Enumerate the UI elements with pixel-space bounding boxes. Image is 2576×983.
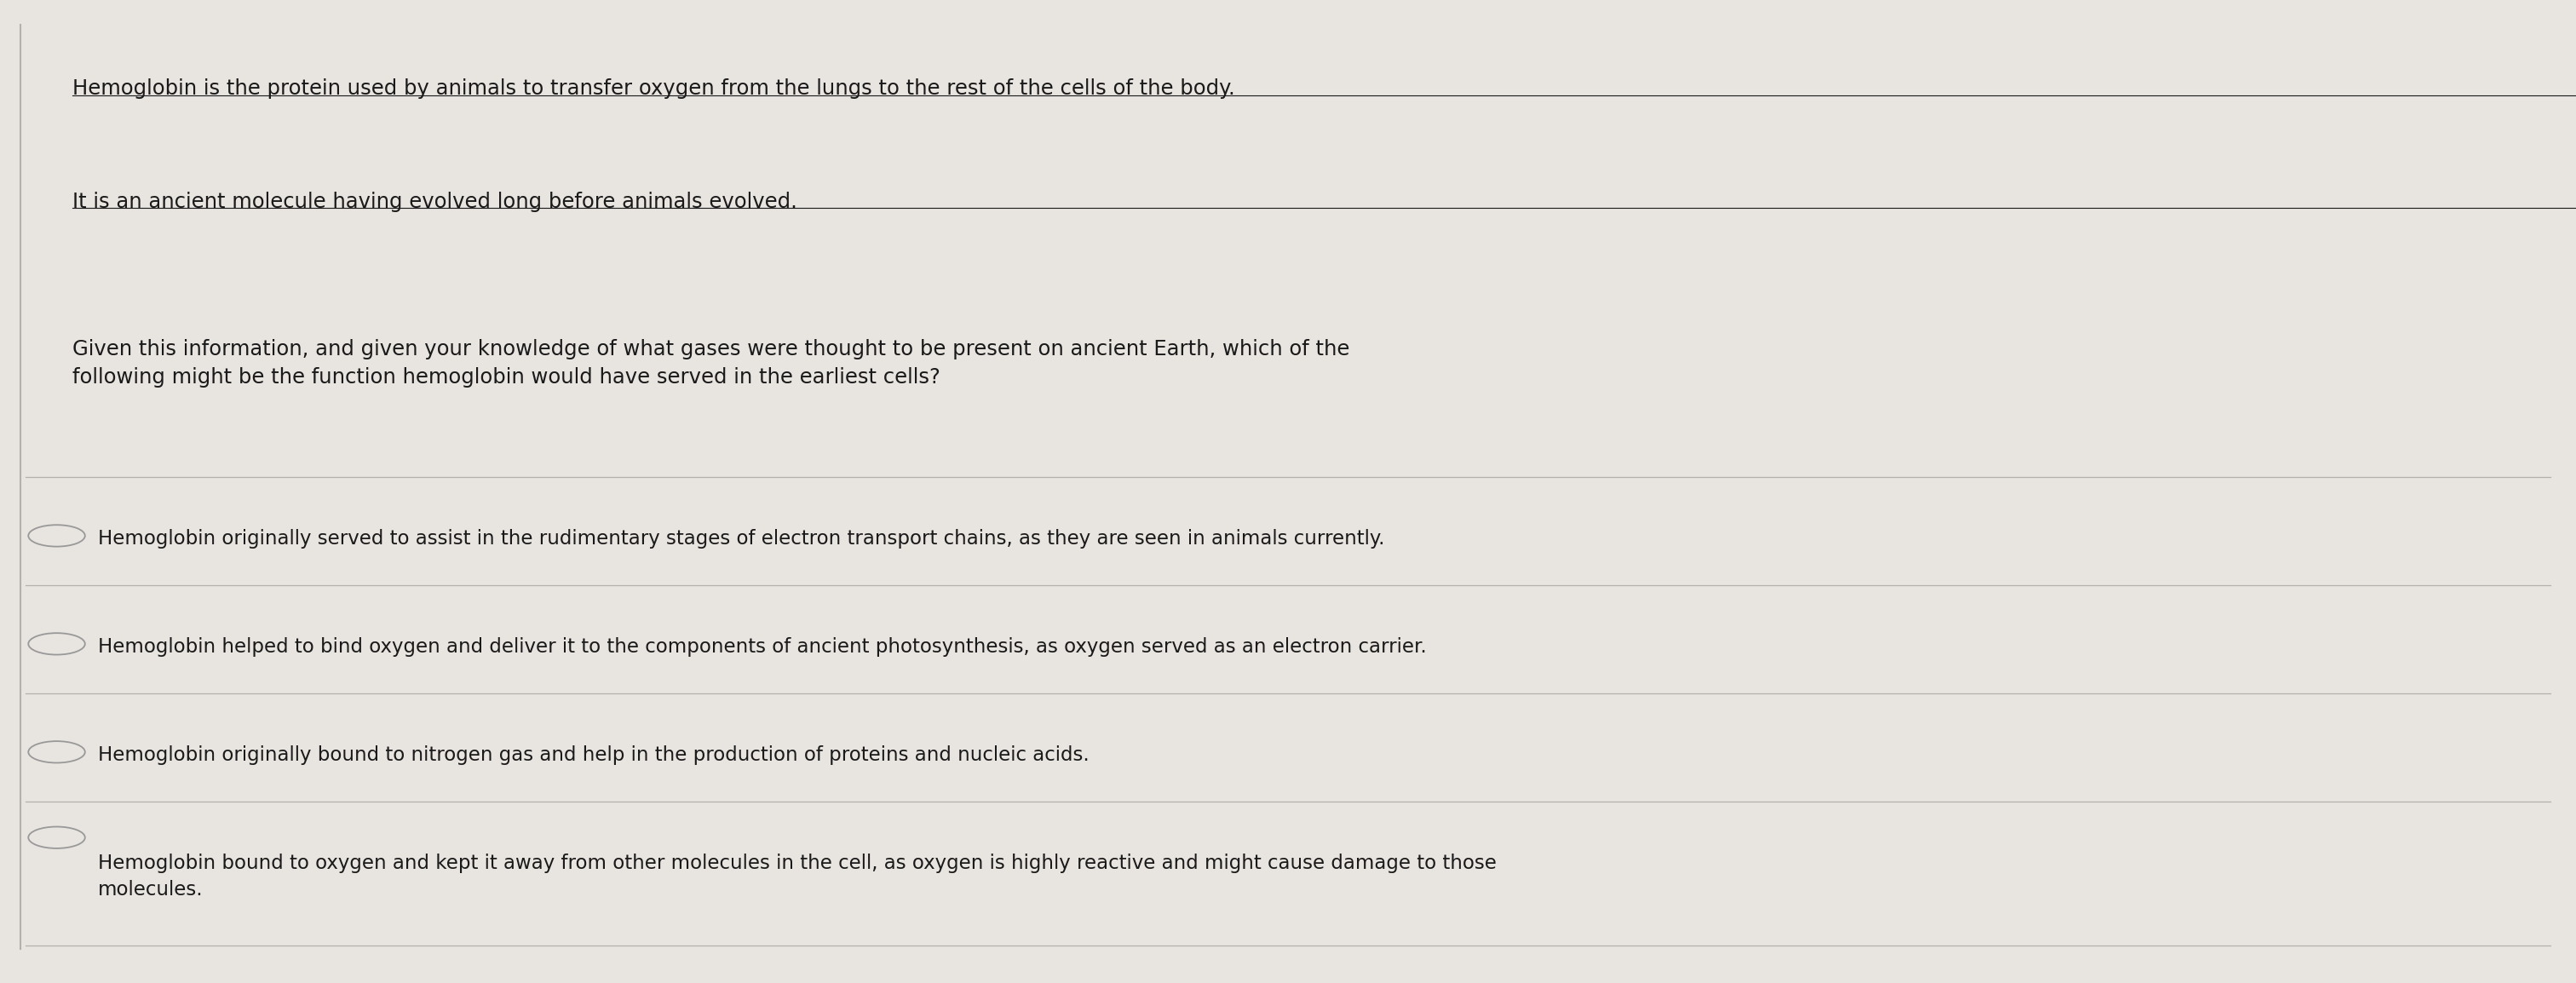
Text: Given this information, and given your knowledge of what gases were thought to b: Given this information, and given your k… (72, 339, 1350, 387)
Text: Hemoglobin originally bound to nitrogen gas and help in the production of protei: Hemoglobin originally bound to nitrogen … (98, 745, 1090, 765)
Text: Hemoglobin originally served to assist in the rudimentary stages of electron tra: Hemoglobin originally served to assist i… (98, 529, 1386, 549)
Text: Hemoglobin bound to oxygen and kept it away from other molecules in the cell, as: Hemoglobin bound to oxygen and kept it a… (98, 853, 1497, 899)
Text: Hemoglobin helped to bind oxygen and deliver it to the components of ancient pho: Hemoglobin helped to bind oxygen and del… (98, 637, 1427, 657)
Text: It is an ancient molecule having evolved long before animals evolved.: It is an ancient molecule having evolved… (72, 192, 796, 212)
Text: Hemoglobin is the protein used by animals to transfer oxygen from the lungs to t: Hemoglobin is the protein used by animal… (72, 79, 1234, 99)
